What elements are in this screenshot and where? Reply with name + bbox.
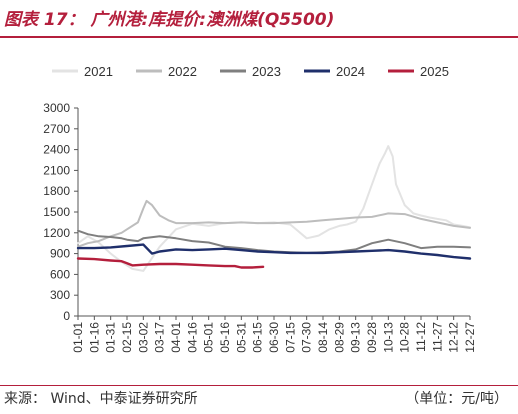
source-divider bbox=[0, 385, 518, 386]
x-tick-label: 02-15 bbox=[120, 322, 134, 353]
series-line-2025 bbox=[76, 257, 265, 269]
y-axis: 0 300 600 900 1200 1500 1800 2100 2400 2700 3000 bbox=[43, 101, 79, 323]
x-tick-label: 10-28 bbox=[398, 322, 412, 353]
x-tick-label: 08-29 bbox=[332, 322, 346, 353]
x-tick-label: 03-02 bbox=[136, 322, 150, 353]
x-tick-label: 01-31 bbox=[104, 322, 118, 353]
series-line-2021 bbox=[77, 145, 471, 272]
x-tick-label: 09-28 bbox=[365, 322, 379, 353]
y-tick-label: 1500 bbox=[43, 205, 70, 219]
series-layer bbox=[76, 145, 472, 272]
x-axis: 01-01 01-16 01-31 02-15 03-02 03-17 04-01 04-16… bbox=[71, 315, 477, 353]
x-tick-label: 10-13 bbox=[381, 322, 395, 353]
y-tick-label: 600 bbox=[50, 267, 70, 281]
y-tick-label: 0 bbox=[63, 309, 70, 323]
y-tick-label: 2100 bbox=[43, 163, 70, 177]
unit-note: （单位：元/吨） bbox=[405, 391, 508, 407]
x-tick-label: 12-12 bbox=[447, 322, 461, 353]
series-line-2022 bbox=[77, 199, 471, 248]
x-tick-label: 05-16 bbox=[218, 322, 232, 353]
legend-label-2025: 2025 bbox=[420, 64, 449, 79]
x-tick-label: 04-01 bbox=[169, 322, 183, 353]
x-tick-label: 06-30 bbox=[267, 322, 281, 353]
legend-label-2024: 2024 bbox=[336, 64, 365, 79]
chart-title: 图表 17： 广州港:库提价:澳洲煤(Q5500) bbox=[4, 10, 335, 30]
x-tick-label: 11-12 bbox=[414, 322, 428, 352]
y-tick-label: 300 bbox=[50, 288, 70, 302]
y-tick-label: 3000 bbox=[43, 101, 70, 115]
y-tick-label: 900 bbox=[50, 247, 70, 261]
y-tick-label: 1200 bbox=[43, 226, 70, 240]
x-tick-label: 06-15 bbox=[251, 322, 265, 353]
legend-label-2023: 2023 bbox=[252, 64, 281, 79]
x-tick-label: 11-27 bbox=[430, 322, 444, 352]
x-tick-label: 01-16 bbox=[87, 322, 101, 353]
x-tick-label: 08-14 bbox=[316, 322, 330, 353]
legend: 2021 2022 2023 2024 2025 bbox=[52, 64, 449, 79]
chart-area: 2021 2022 2023 2024 2025 0 300 600 900 1200 1500 1… bbox=[43, 64, 477, 353]
legend-label-2021: 2021 bbox=[84, 64, 113, 79]
x-tick-label: 09-13 bbox=[349, 322, 363, 353]
y-tick-label: 2700 bbox=[43, 122, 70, 136]
x-tick-label: 05-31 bbox=[234, 322, 248, 353]
y-tick-label: 2400 bbox=[43, 143, 70, 157]
y-tick-label: 1800 bbox=[43, 184, 70, 198]
source-note: 来源： Wind、中泰证券研究所 bbox=[4, 391, 198, 407]
x-tick-label: 05-01 bbox=[202, 322, 216, 353]
x-tick-label: 12-27 bbox=[463, 322, 477, 353]
series-line-2024 bbox=[76, 243, 472, 260]
x-tick-label: 01-01 bbox=[71, 322, 85, 353]
x-tick-label: 07-30 bbox=[300, 322, 314, 353]
x-tick-label: 07-15 bbox=[283, 322, 297, 353]
series-line-2023 bbox=[77, 229, 471, 254]
title-divider bbox=[0, 36, 518, 38]
legend-label-2022: 2022 bbox=[168, 64, 197, 79]
x-tick-label: 03-17 bbox=[153, 322, 167, 353]
x-tick-label: 04-16 bbox=[185, 322, 199, 353]
